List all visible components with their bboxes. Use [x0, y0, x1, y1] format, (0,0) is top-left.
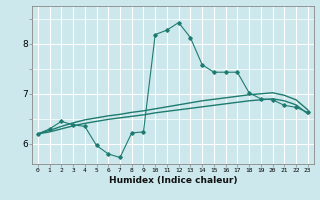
X-axis label: Humidex (Indice chaleur): Humidex (Indice chaleur)	[108, 176, 237, 185]
